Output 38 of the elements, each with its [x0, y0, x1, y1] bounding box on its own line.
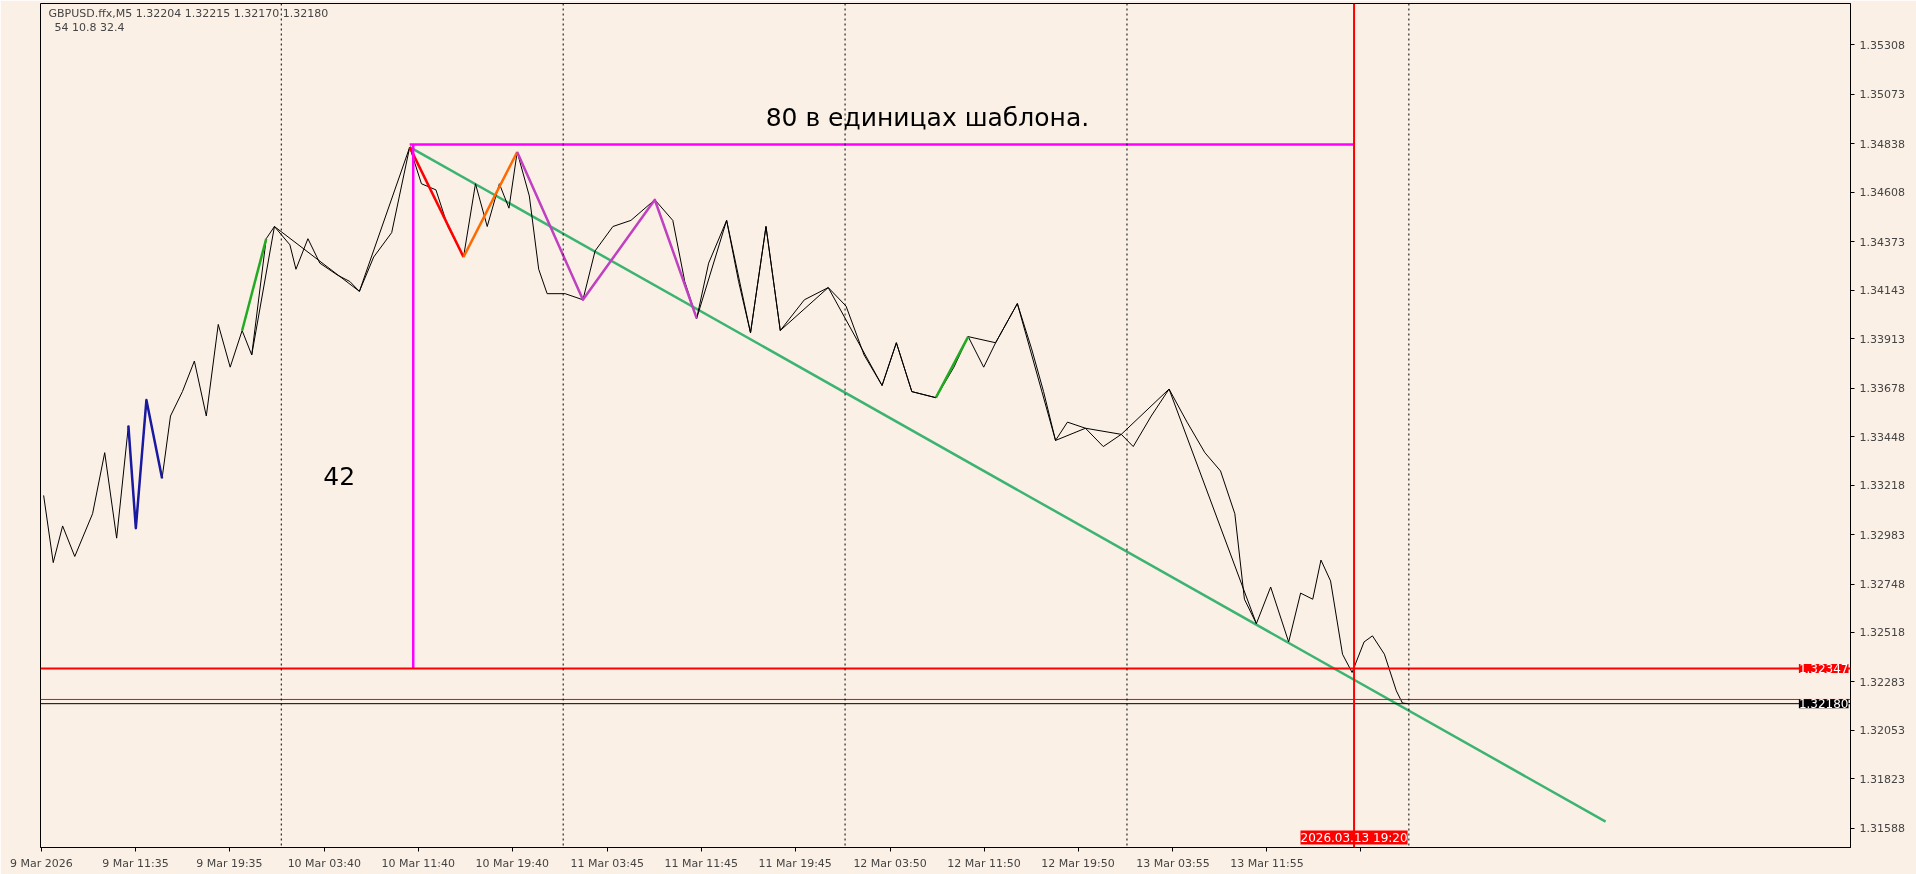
ref-line-label: 1.32347 — [1798, 662, 1849, 677]
x-tick-label: 13 Mar 03:55 — [1136, 856, 1210, 870]
ref-line-label: 2026.03.13 19:20 — [1300, 830, 1408, 845]
x-tick-label: 10 Mar 19:40 — [475, 856, 550, 870]
y-tick-label: 1.33913 — [1859, 332, 1905, 346]
y-tick-label: 1.33448 — [1859, 430, 1905, 444]
y-tick-label: 1.32748 — [1859, 578, 1905, 592]
text: 54 10.8 32.4 — [54, 20, 125, 34]
y-tick-label: 1.32518 — [1859, 626, 1905, 640]
y-tick-label: 1.32983 — [1859, 528, 1905, 542]
y-tick-label: 1.34143 — [1859, 284, 1905, 298]
x-tick-label: 10 Mar 03:40 — [287, 856, 362, 870]
x-tick-label: 12 Mar 03:50 — [853, 856, 927, 870]
x-tick-label: 11 Mar 11:45 — [664, 856, 738, 870]
y-tick-label: 1.31588 — [1859, 822, 1905, 836]
annotation: 80 в единицах шаблона. — [765, 102, 1090, 132]
chart-title: GBPUSD.ffx,M5 1.32204 1.32215 1.32170 1.32180 — [48, 6, 329, 20]
y-tick-label: 1.33678 — [1859, 382, 1905, 396]
x-tick-label: 9 Mar 2026 — [10, 856, 73, 870]
x-tick-label: 12 Mar 11:50 — [947, 856, 1021, 870]
x-tick-label: 9 Mar 11:35 — [102, 856, 169, 870]
y-tick-label: 1.31823 — [1859, 772, 1905, 786]
x-tick-label: 11 Mar 03:45 — [570, 856, 644, 870]
x-tick-label: 11 Mar 19:45 — [758, 856, 832, 870]
x-tick-label: 9 Mar 19:35 — [196, 856, 263, 870]
x-tick-label: 12 Mar 19:50 — [1041, 856, 1115, 870]
y-tick-label: 1.32283 — [1859, 675, 1905, 689]
y-tick-label: 1.35073 — [1859, 88, 1905, 102]
annotation: 42 — [323, 462, 356, 492]
y-tick-label: 1.34608 — [1859, 186, 1905, 200]
y-tick-label: 1.34373 — [1859, 235, 1905, 249]
x-tick-label: 13 Mar 11:55 — [1230, 856, 1304, 870]
y-tick-label: 1.35308 — [1859, 38, 1905, 52]
y-tick-label: 1.34838 — [1859, 137, 1905, 151]
y-tick-label: 1.32053 — [1859, 724, 1905, 738]
x-tick-label: 10 Mar 11:40 — [381, 856, 456, 870]
ref-line-label: 1.32180 — [1798, 697, 1849, 712]
y-tick-label: 1.33218 — [1859, 479, 1905, 493]
